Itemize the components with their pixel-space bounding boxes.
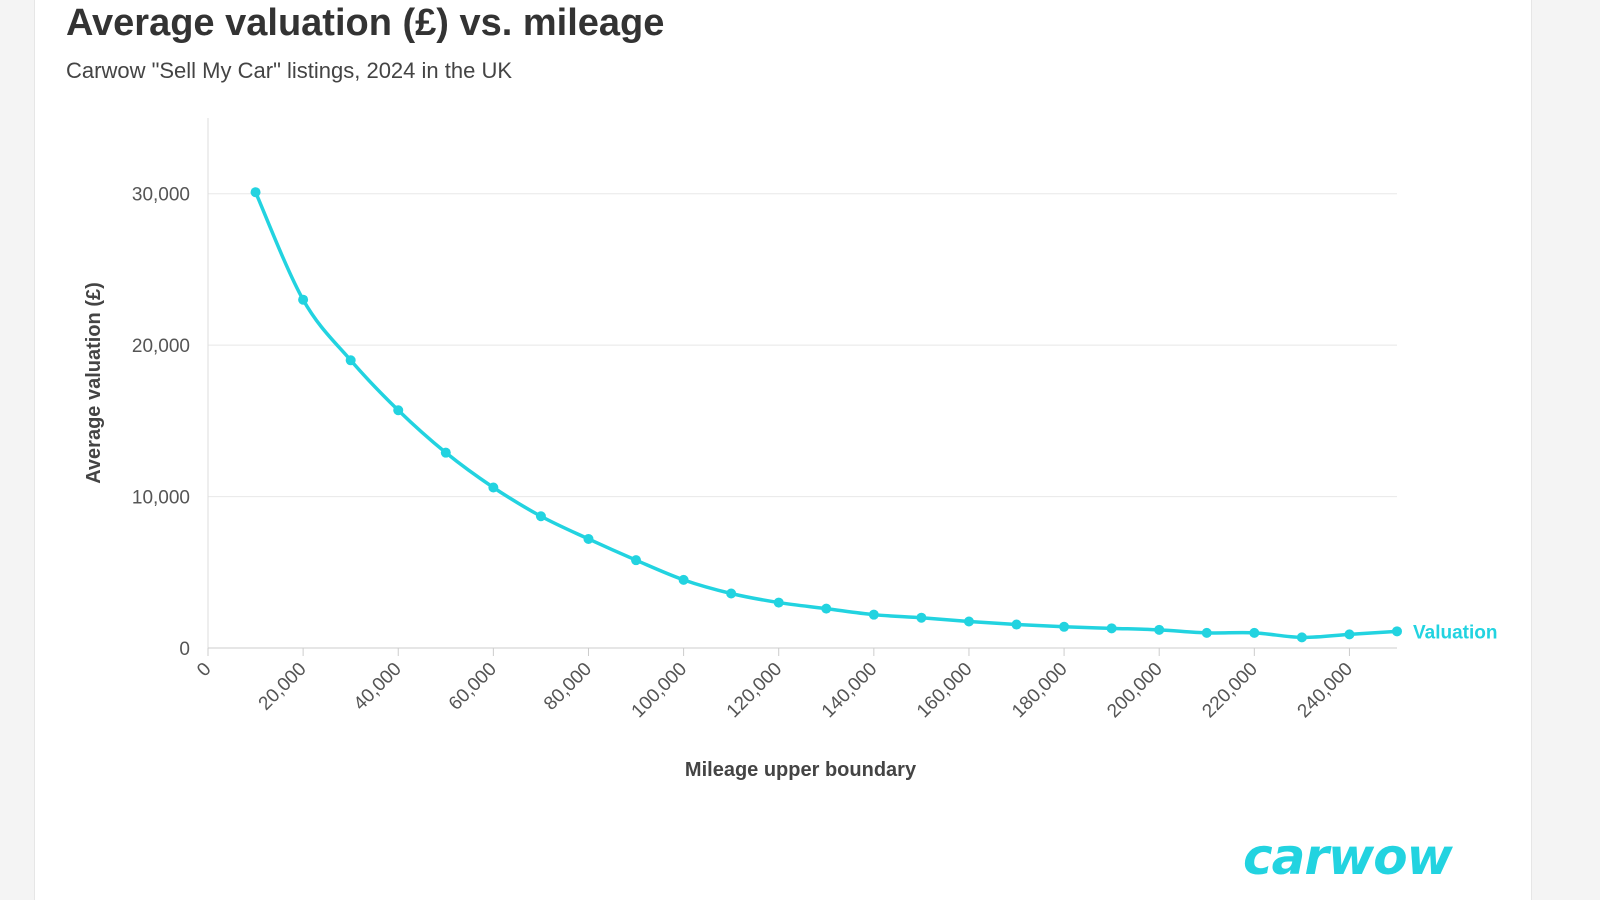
data-point [393,405,404,416]
y-tick-label: 30,000 [132,185,190,206]
y-tick-label: 10,000 [132,488,190,509]
x-tick-label: 160,000 [913,659,976,722]
data-point [1011,619,1022,630]
data-point [868,609,879,620]
data-point [1392,626,1402,637]
x-axis-title: Mileage upper boundary [685,759,917,781]
data-point [1059,621,1070,632]
carwow-logo: carwow [1243,828,1453,886]
data-point [678,574,689,585]
y-axis-title: Average valuation (£) [83,282,105,484]
series-label-valuation: Valuation [1413,622,1497,643]
data-point [1344,629,1355,640]
series-line-valuation [253,191,1398,640]
data-point [631,555,642,566]
data-point [583,533,594,544]
x-tick-label: 80,000 [540,659,596,715]
data-point [773,597,784,608]
data-point [535,511,546,522]
chart-subtitle: Carwow "Sell My Car" listings, 2024 in t… [66,58,513,83]
x-tick-label: 240,000 [1294,659,1357,722]
x-tick-label: 40,000 [350,659,406,715]
data-point [1249,627,1260,638]
gridlines [208,193,1397,498]
data-point [250,187,261,198]
chart-title: Average valuation (£) vs. mileage [66,2,665,44]
series-layer [250,187,1402,643]
data-point [298,294,309,305]
data-point [1106,623,1117,634]
x-tick-label: 140,000 [818,659,881,722]
x-tick-label: 0 [193,659,215,681]
x-tick-label: 120,000 [723,659,786,722]
chart-card [34,0,1532,900]
data-point [916,612,927,623]
x-tick-label: 100,000 [628,659,691,722]
x-tick-label: 220,000 [1198,659,1261,722]
data-point [821,603,832,614]
data-point [440,447,451,458]
tick-labels: 0 10,000 20,000 30,000 0 20,000 40,000 60,000 80… [132,185,1357,722]
data-point [726,588,737,599]
data-point [1201,627,1212,638]
data-point [488,482,499,493]
data-point [1296,632,1307,643]
x-tick-label: 20,000 [255,659,311,715]
y-tick-label: 0 [179,639,190,660]
x-tick-label: 200,000 [1103,659,1166,722]
data-point [963,616,974,627]
x-tick-label: 60,000 [445,659,501,715]
x-tick-label: 180,000 [1008,659,1071,722]
axes [207,118,1397,656]
y-tick-label: 20,000 [132,336,190,357]
data-point [1154,624,1165,635]
data-point [345,355,356,366]
